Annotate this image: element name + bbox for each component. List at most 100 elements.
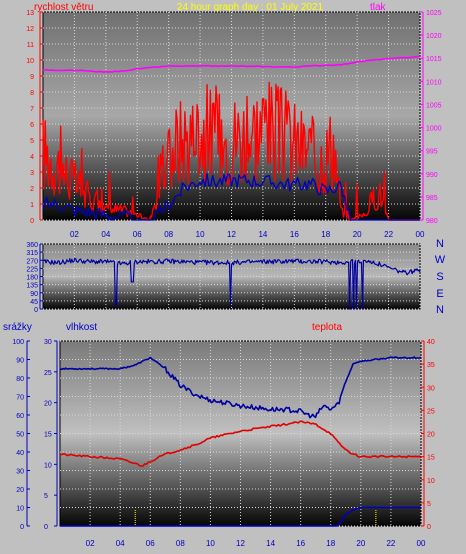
rain-label: srážky <box>3 322 32 333</box>
wind-direction-line <box>42 257 421 310</box>
x-tick-label: 20 <box>353 230 362 239</box>
y-tick-label: 0 <box>427 524 431 531</box>
y-tick-label: 1010 <box>426 79 442 86</box>
y-tick-label: 135 <box>26 283 38 290</box>
y-tick-label: 20 <box>427 432 435 439</box>
y-tick-label: 30 <box>427 385 435 392</box>
y-tick-label: 225 <box>26 266 38 273</box>
x-tick-label: 12 <box>227 230 236 239</box>
y-tick-label: 20 <box>44 401 52 408</box>
y-tick-label: 0 <box>30 218 34 225</box>
x-tick-label: 20 <box>356 539 365 548</box>
y-tick-label: 80 <box>16 376 24 383</box>
x-tick-label: 18 <box>321 230 330 239</box>
y-tick-label: 180 <box>26 275 38 282</box>
y-tick-label: 3 <box>30 170 34 177</box>
y-tick-label: 1015 <box>426 56 442 63</box>
y-tick-label: 1025 <box>426 10 442 17</box>
y-tick-label: 30 <box>16 469 24 476</box>
y-tick-label: 5 <box>427 501 431 508</box>
y-tick-label: 25 <box>44 370 52 377</box>
y-tick-label: 5 <box>30 138 34 145</box>
y-tick-label: 45 <box>30 299 38 306</box>
y-tick-label: 50 <box>16 432 24 439</box>
compass-label: W <box>435 254 446 266</box>
y-tick-label: 5 <box>44 493 48 500</box>
y-tick-label: 985 <box>426 195 438 202</box>
x-tick-label: 14 <box>258 230 267 239</box>
y-tick-label: 20 <box>16 487 24 494</box>
y-tick-label: 10 <box>26 58 34 65</box>
y-tick-label: 995 <box>426 149 438 156</box>
x-tick-label: 00 <box>417 539 426 548</box>
wind-pressure-axes: 02 04 06 08 10 12 14 16 18 20 22 000123456789101112… <box>26 10 441 239</box>
y-tick-label: 15 <box>427 455 435 462</box>
y-tick-label: 40 <box>427 339 435 346</box>
pressure-label: tlak <box>370 2 387 13</box>
humidity-line <box>59 356 422 419</box>
rain-line <box>60 506 421 527</box>
wind-pressure-series <box>42 55 421 221</box>
temperature-label: teplota <box>312 322 342 333</box>
x-tick-label: 02 <box>70 230 79 239</box>
y-tick-label: 270 <box>26 258 38 265</box>
compass-label: N <box>436 238 444 250</box>
wind-pressure-plot-area <box>42 11 421 221</box>
compass-label: E <box>436 288 443 300</box>
y-tick-label: 1 <box>30 202 34 209</box>
y-tick-label: 25 <box>427 408 435 415</box>
y-tick-label: 100 <box>12 339 24 346</box>
pressure-line <box>42 55 421 73</box>
y-tick-label: 10 <box>427 478 435 485</box>
compass-label: N <box>436 304 444 316</box>
x-tick-label: 12 <box>236 539 245 548</box>
wind-average-line <box>42 173 420 221</box>
page-title: 24 hour graph day : 01 July 2021 <box>177 2 324 13</box>
y-tick-label: 60 <box>16 413 24 420</box>
x-tick-label: 10 <box>196 230 205 239</box>
x-tick-label: 02 <box>86 539 95 548</box>
y-tick-label: 360 <box>26 242 38 249</box>
y-tick-label: 315 <box>26 250 38 257</box>
y-tick-label: 990 <box>426 172 438 179</box>
humidity-temperature-series <box>59 356 422 527</box>
compass-labels: N W S E N <box>435 238 446 316</box>
y-tick-label: 30 <box>44 339 52 346</box>
wind-direction-grid <box>43 243 421 310</box>
x-tick-label: 06 <box>146 539 155 548</box>
wind-speed-label: rychlost větru <box>34 2 93 13</box>
y-tick-label: 15 <box>44 432 52 439</box>
x-tick-label: 16 <box>290 230 299 239</box>
y-tick-label: 0 <box>34 307 38 314</box>
y-tick-label: 7 <box>30 106 34 113</box>
x-tick-label: 22 <box>384 230 393 239</box>
x-tick-label: 04 <box>116 539 125 548</box>
y-tick-label: 8 <box>30 90 34 97</box>
y-tick-label: 10 <box>16 506 24 513</box>
x-tick-label: 18 <box>326 539 335 548</box>
compass-label: S <box>436 271 443 283</box>
x-tick-label: 14 <box>266 539 275 548</box>
humidity-label: vlhkost <box>66 322 97 333</box>
humidity-temperature-grid <box>60 340 422 527</box>
x-tick-label: 00 <box>416 230 425 239</box>
y-tick-label: 2 <box>30 186 34 193</box>
y-tick-label: 70 <box>16 395 24 402</box>
y-tick-label: 11 <box>27 42 34 49</box>
y-tick-label: 0 <box>44 524 48 531</box>
x-tick-label: 16 <box>296 539 305 548</box>
wind-direction-series <box>42 257 421 310</box>
y-tick-label: 6 <box>30 122 34 129</box>
y-tick-label: 0 <box>20 524 24 531</box>
y-tick-label: 35 <box>427 362 435 369</box>
y-tick-label: 4 <box>30 154 34 161</box>
y-tick-label: 10 <box>44 462 52 469</box>
y-tick-label: 1000 <box>426 126 442 133</box>
x-tick-label: 08 <box>176 539 185 548</box>
y-tick-label: 13 <box>26 10 34 17</box>
x-tick-label: 06 <box>133 230 142 239</box>
y-tick-label: 9 <box>30 74 34 81</box>
y-tick-label: 90 <box>30 291 38 298</box>
